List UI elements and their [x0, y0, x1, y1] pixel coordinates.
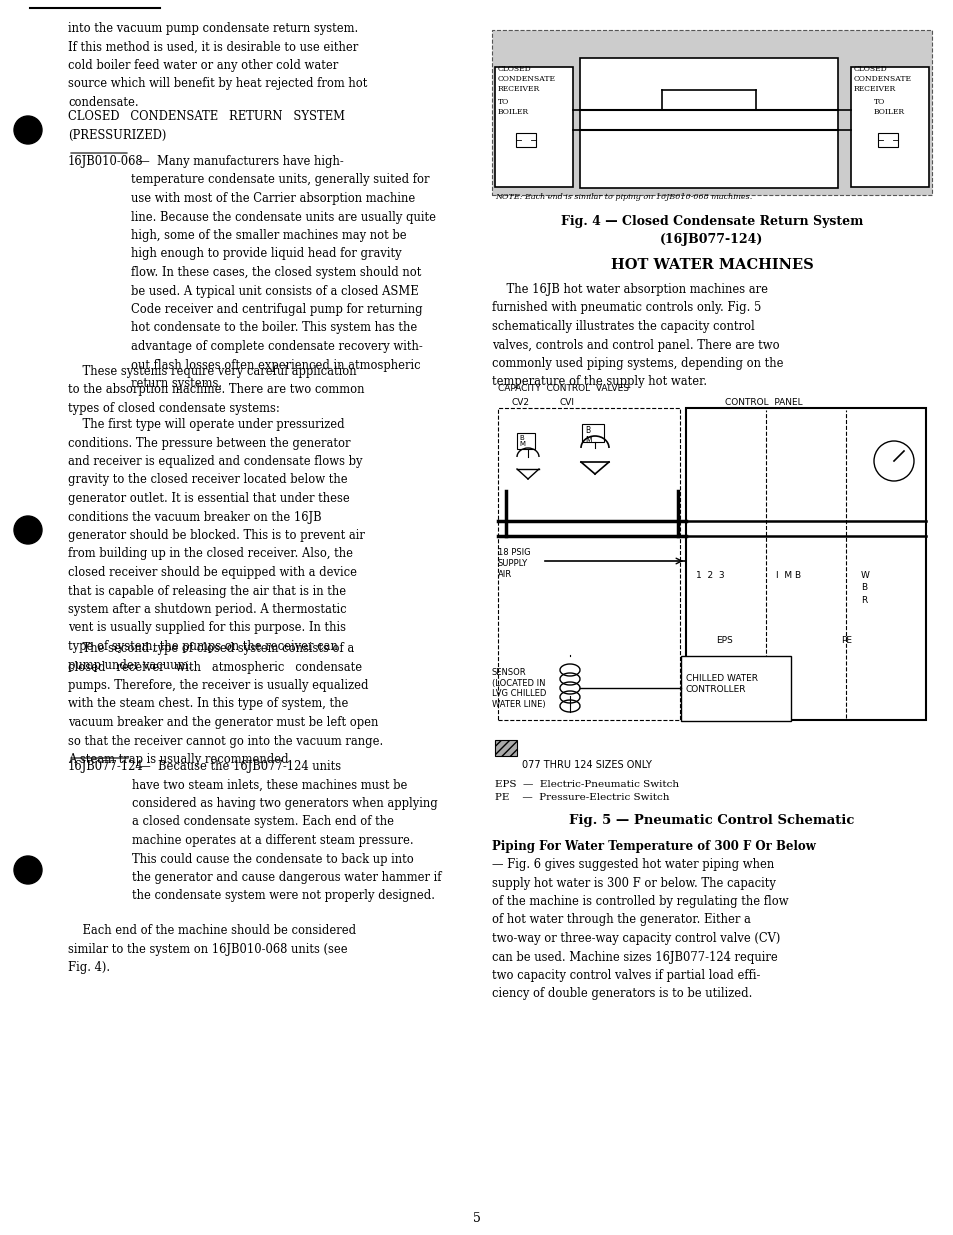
Text: 5: 5 — [473, 1212, 480, 1225]
Text: HOT WATER MACHINES: HOT WATER MACHINES — [610, 258, 813, 272]
Text: W
B
R: W B R — [861, 571, 869, 605]
Text: The first type will operate under pressurized
conditions. The pressure between t: The first type will operate under pressu… — [68, 417, 364, 672]
Text: PE: PE — [841, 636, 851, 645]
Bar — [579, 58, 837, 188]
Text: —  Because the 16JB077-124 units
have two steam inlets, these machines must be
c: — Because the 16JB077-124 units have two… — [132, 760, 441, 903]
Text: B
M: B M — [518, 435, 524, 447]
Text: EPS  —  Electric-Pneumatic Switch
PE    —  Pressure-Electric Switch: EPS — Electric-Pneumatic Switch PE — Pre… — [495, 781, 679, 803]
Text: CVI: CVI — [559, 398, 575, 408]
Text: CLOSED
CONDENSATE
RECEIVER: CLOSED CONDENSATE RECEIVER — [497, 65, 556, 93]
Circle shape — [14, 856, 42, 884]
Bar — [516, 133, 536, 147]
Bar — [685, 408, 925, 720]
Circle shape — [873, 441, 913, 480]
Text: The second type of closed system consists of a
closed   receiver   with   atmosp: The second type of closed system consist… — [68, 642, 383, 766]
Text: Each end of the machine should be considered
similar to the system on 16JB010-06: Each end of the machine should be consid… — [68, 924, 355, 974]
Bar — [850, 67, 928, 186]
Circle shape — [14, 116, 42, 144]
Bar — [495, 67, 573, 186]
Text: I  M B: I M B — [775, 571, 801, 580]
Text: Piping For Water Temperature of 300 F Or Below: Piping For Water Temperature of 300 F Or… — [492, 840, 815, 853]
Text: —  Many manufacturers have high-
temperature condensate units, generally suited : — Many manufacturers have high- temperat… — [131, 156, 436, 390]
Text: 1  2  3: 1 2 3 — [696, 571, 724, 580]
Text: 18 PSIG
SUPPLY
AIR: 18 PSIG SUPPLY AIR — [497, 548, 530, 579]
Text: TO
BOILER: TO BOILER — [873, 98, 904, 116]
Bar — [497, 408, 679, 720]
Text: 16JB010-068: 16JB010-068 — [68, 156, 144, 168]
Text: CLOSED   CONDENSATE   RETURN   SYSTEM
(PRESSURIZED): CLOSED CONDENSATE RETURN SYSTEM (PRESSUR… — [68, 110, 345, 142]
Text: Fig. 4 — Closed Condensate Return System
(16JB077-124): Fig. 4 — Closed Condensate Return System… — [560, 215, 862, 246]
Text: NOTE: Each end is similar to piping on 16JB010-068 machines.: NOTE: Each end is similar to piping on 1… — [495, 193, 752, 201]
Text: B
M: B M — [584, 426, 591, 445]
Text: into the vacuum pump condensate return system.
If this method is used, it is des: into the vacuum pump condensate return s… — [68, 22, 367, 109]
Text: 16JB077-124: 16JB077-124 — [68, 760, 144, 773]
Text: 077 THRU 124 SIZES ONLY: 077 THRU 124 SIZES ONLY — [521, 760, 651, 769]
Bar — [517, 433, 535, 450]
Text: EPS: EPS — [716, 636, 732, 645]
Text: Fig. 5 — Pneumatic Control Schematic: Fig. 5 — Pneumatic Control Schematic — [569, 814, 854, 827]
Bar — [495, 740, 517, 756]
Text: SENSOR
(LOCATED IN
LVG CHILLED
WATER LINE): SENSOR (LOCATED IN LVG CHILLED WATER LIN… — [492, 668, 546, 709]
Bar — [492, 30, 931, 195]
Bar — [581, 424, 603, 442]
Circle shape — [14, 516, 42, 543]
Text: — Fig. 6 gives suggested hot water piping when
supply hot water is 300 F or belo: — Fig. 6 gives suggested hot water pipin… — [492, 858, 788, 1000]
Text: CAPACITY  CONTROL  VALVES: CAPACITY CONTROL VALVES — [497, 384, 628, 393]
Bar — [680, 656, 790, 721]
Text: These systems require very careful application
to the absorption machine. There : These systems require very careful appli… — [68, 366, 364, 415]
Bar — [877, 133, 897, 147]
Text: The 16JB hot water absorption machines are
furnished with pneumatic controls onl: The 16JB hot water absorption machines a… — [492, 283, 782, 389]
Text: TO
BOILER: TO BOILER — [497, 98, 529, 116]
Text: CV2: CV2 — [512, 398, 530, 408]
Text: CONTROL  PANEL: CONTROL PANEL — [724, 398, 801, 408]
Text: CHILLED WATER
CONTROLLER: CHILLED WATER CONTROLLER — [685, 674, 758, 694]
Text: CLOSED
CONDENSATE
RECEIVER: CLOSED CONDENSATE RECEIVER — [853, 65, 911, 93]
